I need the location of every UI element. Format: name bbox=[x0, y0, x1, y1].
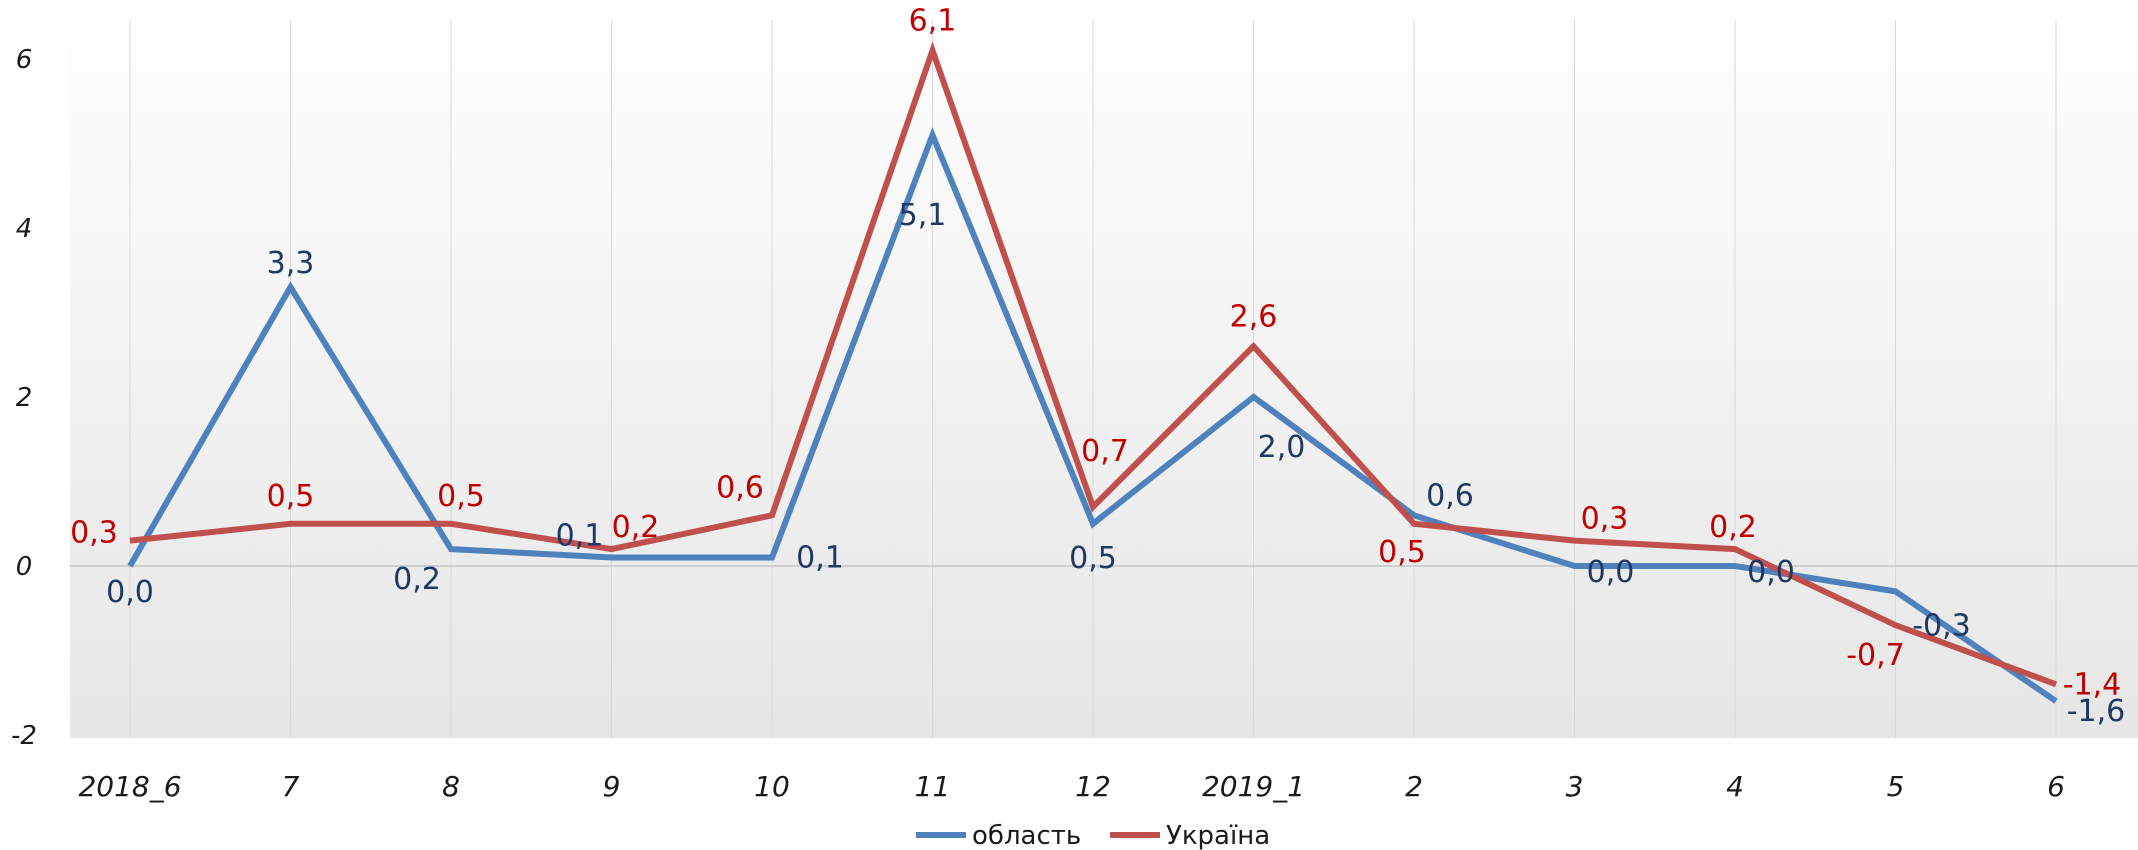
data-label: 2,0 bbox=[1258, 430, 1306, 465]
y-tick-label: 2 bbox=[16, 383, 33, 413]
plot-area bbox=[70, 0, 2138, 738]
y-tick-label: 0 bbox=[16, 552, 33, 582]
series-line-oblast bbox=[127, 126, 2058, 704]
data-label: 0,6 bbox=[1426, 478, 1474, 513]
data-label: -1,4 bbox=[2063, 667, 2122, 702]
data-label: 0,7 bbox=[1081, 434, 1129, 469]
x-tick-label: 6 bbox=[2047, 770, 2065, 803]
x-tick-label: 10 bbox=[754, 770, 790, 803]
data-label: 0,2 bbox=[612, 510, 660, 545]
data-label: 0,0 bbox=[106, 575, 154, 610]
data-label: 5,1 bbox=[899, 198, 947, 233]
data-label: 0,0 bbox=[1587, 555, 1635, 590]
data-label: -1,6 bbox=[2067, 694, 2126, 729]
data-label: 0,5 bbox=[437, 479, 485, 514]
x-tick-label: 2019_1 bbox=[1202, 770, 1305, 803]
legend-label: область bbox=[972, 821, 1081, 850]
data-label: 0,0 bbox=[1747, 555, 1795, 590]
x-tick-label: 12 bbox=[1075, 770, 1111, 803]
y-tick-label: -2 bbox=[11, 721, 37, 751]
data-label: 0,5 bbox=[1069, 541, 1117, 576]
data-label: 2,6 bbox=[1230, 299, 1278, 334]
data-label: 0,1 bbox=[796, 541, 844, 576]
x-tick-label: 2018_6 bbox=[78, 770, 181, 803]
x-tick-label: 11 bbox=[915, 770, 951, 803]
data-label: 3,3 bbox=[267, 246, 315, 281]
series-line-ukraine bbox=[129, 41, 2058, 688]
y-tick-label: 6 bbox=[16, 45, 33, 75]
data-label: -0,3 bbox=[1912, 608, 1971, 643]
x-tick-label: 8 bbox=[442, 770, 460, 803]
x-tick-label: 2 bbox=[1405, 770, 1423, 803]
x-tick-label: 3 bbox=[1566, 770, 1584, 803]
x-tick-label: 9 bbox=[603, 770, 621, 803]
data-label: 0,2 bbox=[1709, 510, 1757, 545]
data-label: 0,3 bbox=[1581, 502, 1629, 537]
data-label: 0,3 bbox=[70, 516, 118, 551]
data-label: -0,7 bbox=[1846, 638, 1905, 673]
data-label: 0,2 bbox=[393, 562, 441, 597]
data-label: 0,6 bbox=[716, 470, 764, 505]
x-tick-label: 5 bbox=[1887, 770, 1905, 803]
legend-label: Україна bbox=[1166, 821, 1270, 850]
x-tick-label: 4 bbox=[1726, 770, 1744, 803]
y-tick-label: 4 bbox=[16, 214, 33, 244]
x-tick-label: 7 bbox=[282, 770, 300, 803]
data-label: 0,5 bbox=[267, 479, 315, 514]
data-label: 6,1 bbox=[909, 4, 957, 39]
data-label: 0,5 bbox=[1378, 535, 1426, 570]
data-label: 0,1 bbox=[556, 519, 604, 554]
